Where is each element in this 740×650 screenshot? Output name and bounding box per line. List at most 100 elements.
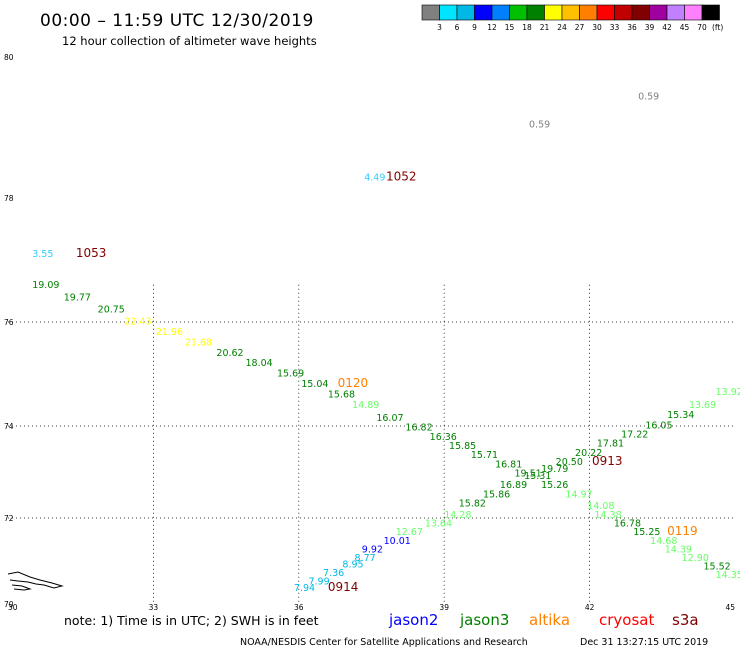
- lat-label: 80: [4, 53, 14, 62]
- lat-label: 76: [4, 318, 14, 327]
- satellite-jason3: jason3: [459, 611, 509, 629]
- pass-time-label: 0120: [338, 376, 369, 390]
- scale-swatch: [579, 4, 598, 21]
- scale-swatch: [526, 4, 545, 21]
- pass-time-label: 0119: [667, 524, 698, 538]
- swh-value-label: 8.95: [342, 559, 363, 570]
- scale-threshold: 21: [540, 23, 550, 32]
- satellite-legend: jason2 jason3 altika cryosat s3a: [388, 611, 699, 629]
- swh-value-label: 15.71: [471, 450, 498, 461]
- swh-value-label: 19.09: [32, 280, 59, 291]
- lon-label: 42: [585, 603, 595, 612]
- swh-value-label: 21.96: [156, 327, 183, 338]
- scale-threshold: 45: [680, 23, 690, 32]
- swh-value-label: 15.34: [667, 410, 694, 421]
- scale-swatch: [544, 4, 563, 21]
- swh-value-label: 8.77: [355, 553, 376, 564]
- lon-label: 33: [149, 603, 159, 612]
- scale-threshold: 24: [557, 23, 567, 32]
- map-subtitle: 12 hour collection of altimeter wave hei…: [62, 34, 317, 48]
- swh-value-label: 15.68: [328, 389, 355, 400]
- swh-value-label: 16.89: [500, 480, 527, 491]
- scale-threshold: 15: [505, 23, 515, 32]
- scale-threshold: 9: [472, 23, 477, 32]
- satellite-jason2: jason2: [388, 611, 438, 629]
- scale-swatch: [649, 4, 668, 21]
- swh-value-label: 3.55: [32, 249, 53, 260]
- swh-value-label: 18.04: [245, 358, 272, 369]
- lat-label: 74: [4, 422, 14, 431]
- scale-swatch: [421, 4, 440, 21]
- swh-value-label: 7.36: [323, 568, 344, 579]
- swh-value-label: 20.50: [556, 457, 583, 468]
- swh-value-label: 21.68: [185, 337, 212, 348]
- swh-value-label: 7.94: [294, 583, 315, 594]
- scale-swatch: [666, 4, 685, 21]
- swh-value-label: 10.01: [384, 536, 411, 547]
- scale-threshold: 3: [437, 23, 442, 32]
- swh-value-label: 16.78: [614, 519, 641, 530]
- generated-timestamp: Dec 31 13:27:15 UTC 2019: [580, 637, 708, 648]
- scale-swatch: [596, 4, 615, 21]
- swh-value-label: 20.62: [216, 348, 243, 359]
- swh-value-label: 0.59: [638, 91, 659, 102]
- swh-value-label: 14.89: [352, 400, 379, 411]
- swh-value-label: 12.90: [682, 553, 709, 564]
- coastline-shape: [7, 571, 64, 591]
- swh-value-label: 15.69: [277, 369, 304, 380]
- scale-swatch: [701, 4, 720, 21]
- lon-label: 39: [439, 603, 449, 612]
- swh-value-label: 14.08: [587, 501, 614, 512]
- lat-label: 70: [4, 600, 14, 609]
- swh-value-label: 22.43: [124, 317, 151, 328]
- swh-value-label: 16.81: [495, 459, 522, 470]
- swh-value-label: 9.92: [362, 544, 383, 555]
- scale-swatch: [631, 4, 650, 21]
- scale-threshold: 30: [592, 23, 602, 32]
- swh-value-label: 20.22: [575, 448, 602, 459]
- pass-time-label: 0913: [592, 454, 623, 468]
- scale-threshold: 12: [487, 23, 497, 32]
- pass-time-label: 1052: [386, 169, 417, 183]
- swh-value-label: 15.31: [524, 471, 551, 482]
- swh-value-label: 16.07: [376, 413, 403, 424]
- lon-label: 30: [8, 603, 18, 612]
- credit-text: NOAA/NESDIS Center for Satellite Applica…: [240, 637, 528, 648]
- pass-time-label: 1053: [76, 246, 107, 260]
- swh-value-label: 14.68: [650, 536, 677, 547]
- swh-value-label: 19.51: [514, 469, 541, 480]
- lon-label: 45: [725, 603, 735, 612]
- swh-value-label: 15.04: [301, 379, 328, 390]
- lat-label: 78: [4, 194, 14, 203]
- scale-swatch: [509, 4, 528, 21]
- scale-threshold: 42: [662, 23, 672, 32]
- scale-unit: (ft): [712, 23, 723, 32]
- swh-value-label: 14.38: [594, 510, 621, 521]
- satellite-altika: altika: [529, 611, 570, 629]
- satellite-cryosat: cryosat: [599, 611, 654, 629]
- scale-threshold: 70: [697, 23, 707, 32]
- swh-value-label: 15.82: [459, 499, 486, 510]
- swh-value-label: 16.82: [405, 423, 432, 434]
- swh-value-label: 13.69: [689, 400, 716, 411]
- satellite-s3a: s3a: [672, 611, 699, 629]
- scale-threshold: 18: [522, 23, 532, 32]
- swh-value-label: 0.59: [529, 120, 550, 131]
- scale-threshold: 6: [455, 23, 460, 32]
- scale-swatch: [614, 4, 633, 21]
- swh-value-label: 16.05: [645, 420, 672, 431]
- axis-labels: 30 33 36 39 42 45 70 72 74 76 78 80: [4, 53, 735, 612]
- swh-value-label: 15.86: [483, 489, 510, 500]
- swh-value-label: 14.39: [665, 544, 692, 555]
- scale-swatch: [456, 4, 475, 21]
- color-scale-legend: 3 6 9 12 15 18 21 24 27 30 33 36 39 42 45 70 (ft): [421, 4, 723, 32]
- swh-value-label: 14.28: [444, 510, 471, 521]
- swh-value-label: 4.49: [364, 172, 385, 183]
- swh-value-label: 15.85: [449, 441, 476, 452]
- scale-swatch: [491, 4, 510, 21]
- swh-value-label: 12.67: [396, 527, 423, 538]
- swh-value-label: 19.77: [64, 292, 91, 303]
- swh-value-label: 7.99: [308, 577, 329, 588]
- swh-value-label: 20.75: [98, 305, 125, 316]
